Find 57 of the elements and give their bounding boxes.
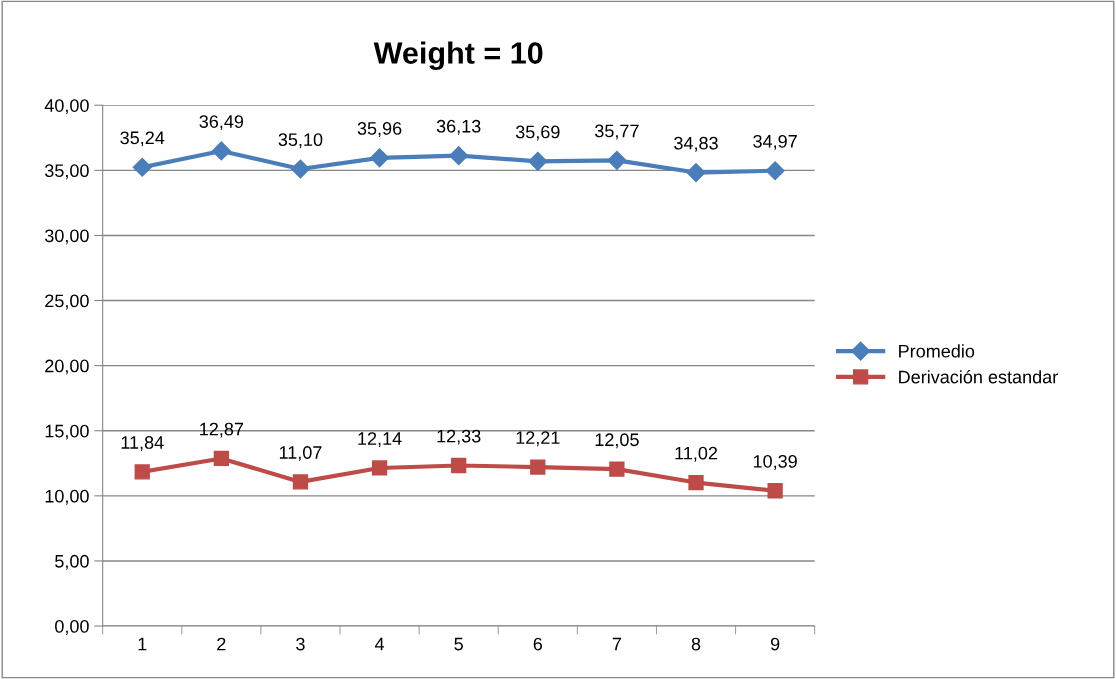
data-label: 35,77 — [595, 124, 639, 140]
chart-title: Weight = 10 — [373, 41, 543, 71]
data-label: 36,13 — [436, 119, 481, 135]
data-label: 10,39 — [753, 454, 797, 470]
point — [528, 151, 548, 171]
y-tick-label: 30,00 — [44, 229, 89, 245]
y-tick-label: 10,00 — [45, 489, 89, 505]
point — [449, 146, 469, 166]
point — [451, 457, 467, 474]
x-tick-label: 8 — [691, 637, 701, 651]
y-tick-label: 25,00 — [45, 294, 89, 310]
y-tick-label: 5,00 — [55, 554, 89, 570]
point — [134, 464, 150, 480]
y-tick-label: 0,00 — [55, 619, 89, 635]
legend-label: Derivación estandar — [899, 369, 1058, 384]
data-label: 12,21 — [516, 431, 560, 447]
x-tick-label: 1 — [138, 637, 147, 651]
point — [767, 483, 783, 499]
data-label: 35,24 — [120, 131, 165, 147]
point — [132, 157, 152, 177]
point — [371, 460, 388, 476]
x-tick-label: 3 — [296, 637, 305, 651]
data-label: 34,97 — [753, 134, 797, 150]
x-tick-label: 6 — [533, 637, 543, 651]
legend-label: Promedio — [899, 344, 975, 358]
y-tick-label: 40,00 — [44, 99, 89, 115]
data-label: 11,02 — [675, 446, 718, 462]
point — [765, 161, 785, 181]
data-label: 35,96 — [357, 122, 402, 137]
data-label: 12,14 — [358, 432, 402, 448]
data-label: 36,49 — [199, 115, 244, 131]
y-tick-label: 20,00 — [45, 359, 89, 375]
data-label: 11,07 — [279, 446, 322, 462]
data-label: 12,87 — [200, 422, 244, 438]
data-label: 35,10 — [278, 133, 323, 149]
point — [688, 474, 704, 491]
point — [686, 163, 706, 183]
data-label: 12,05 — [595, 433, 639, 449]
x-tick-label: 2 — [217, 637, 226, 651]
data-label: 12,33 — [437, 429, 481, 445]
point — [292, 474, 309, 490]
data-label: 11,84 — [121, 436, 164, 451]
x-tick-label: 7 — [612, 637, 622, 651]
point — [370, 148, 390, 168]
point — [607, 150, 627, 170]
x-tick-label: 9 — [770, 637, 780, 651]
x-tick-label: 4 — [374, 637, 385, 651]
data-label: 35,69 — [515, 125, 560, 141]
point — [213, 450, 229, 467]
y-tick-label: 15,00 — [45, 424, 89, 440]
point — [609, 461, 625, 477]
point — [530, 459, 546, 475]
data-label: 34,83 — [674, 136, 718, 152]
y-tick-label: 35,00 — [44, 164, 89, 180]
point — [290, 159, 310, 179]
x-tick-label: 5 — [454, 637, 463, 651]
point — [211, 141, 231, 161]
